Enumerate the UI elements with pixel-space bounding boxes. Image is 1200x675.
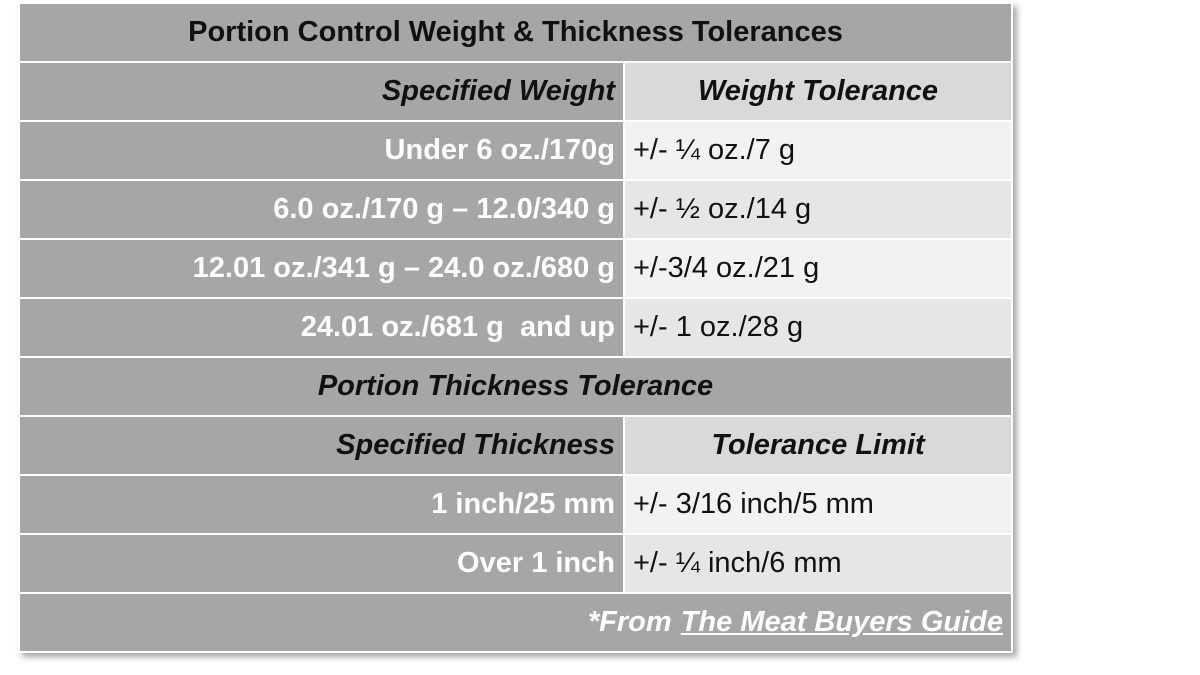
tolerance-cell: +/- 1 oz./28 g <box>623 297 1013 358</box>
tolerance-table: Portion Control Weight & Thickness Toler… <box>18 2 1013 653</box>
range-cell: Over 1 inch <box>18 533 625 594</box>
tolerance-cell: +/-3/4 oz./21 g <box>623 238 1013 299</box>
range-cell: 1 inch/25 mm <box>18 474 625 535</box>
header-cell: Tolerance Limit <box>623 415 1013 476</box>
title: Portion Control Weight & Thickness Toler… <box>18 2 1013 63</box>
tolerance-cell: +/- ¼ inch/6 mm <box>623 533 1013 594</box>
header-cell: Weight Tolerance <box>623 61 1013 122</box>
range-cell: 24.01 oz./681 g and up <box>18 297 625 358</box>
section-title: Portion Thickness Tolerance <box>18 356 1013 417</box>
tolerance-cell: +/- ¼ oz./7 g <box>623 120 1013 181</box>
footer: *From The Meat Buyers Guide <box>18 592 1013 653</box>
range-cell: Under 6 oz./170g <box>18 120 625 181</box>
range-cell: 6.0 oz./170 g – 12.0/340 g <box>18 179 625 240</box>
header-cell: Specified Weight <box>18 61 625 122</box>
header-cell: Specified Thickness <box>18 415 625 476</box>
footer-prefix: *From <box>587 606 672 638</box>
tolerance-cell: +/- ½ oz./14 g <box>623 179 1013 240</box>
footer-source: The Meat Buyers Guide <box>680 606 1003 638</box>
tolerance-cell: +/- 3/16 inch/5 mm <box>623 474 1013 535</box>
range-cell: 12.01 oz./341 g – 24.0 oz./680 g <box>18 238 625 299</box>
